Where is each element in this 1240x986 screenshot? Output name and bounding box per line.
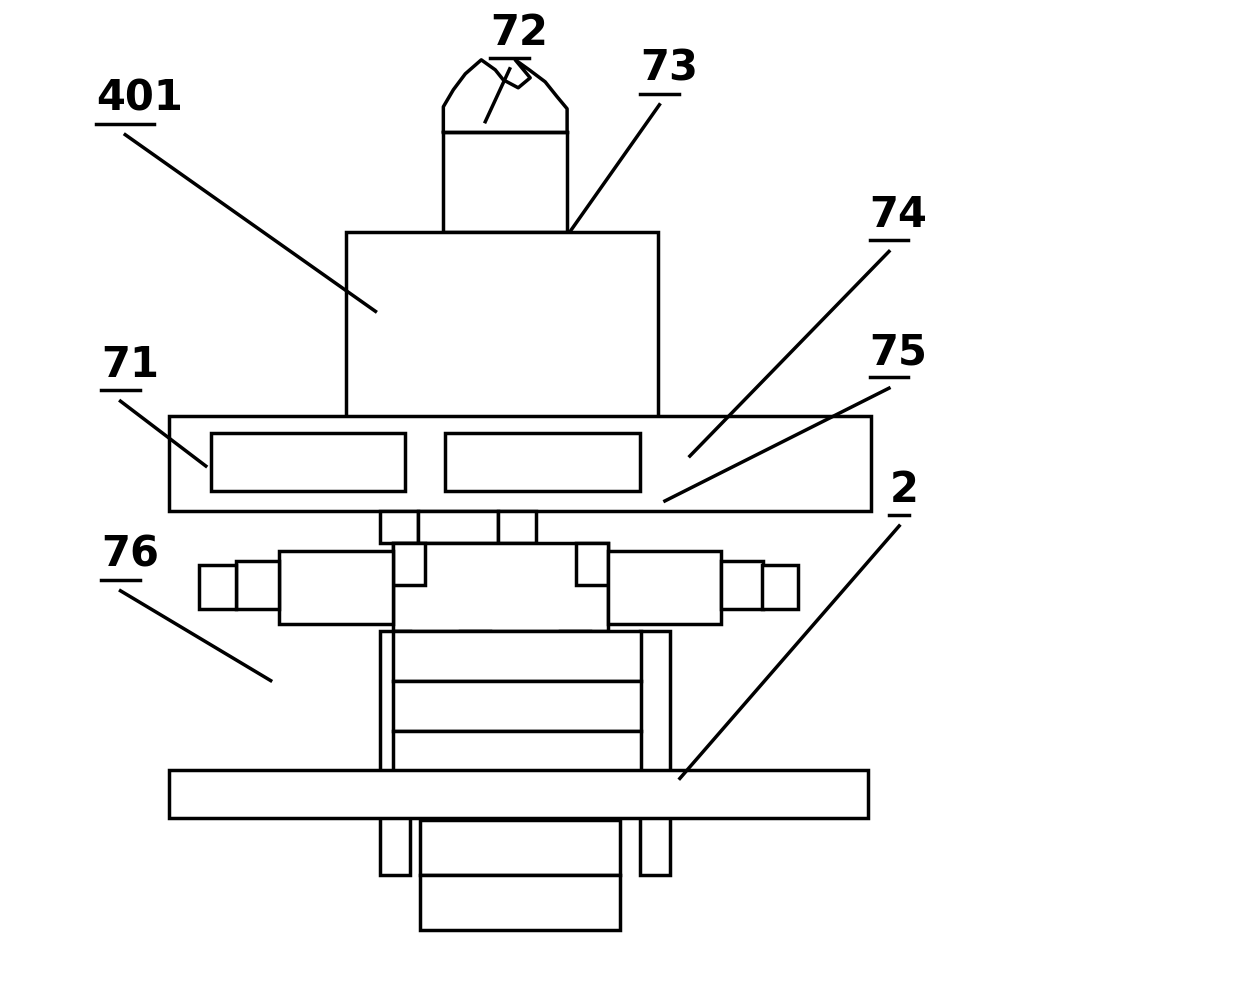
Bar	[393, 731, 641, 778]
Text: 72: 72	[490, 12, 548, 54]
Bar	[420, 820, 620, 876]
Bar	[211, 433, 405, 491]
Bar	[608, 551, 720, 624]
Bar	[420, 876, 620, 930]
Bar	[445, 433, 640, 491]
Bar	[381, 511, 418, 543]
Bar	[393, 543, 425, 585]
Bar	[560, 631, 590, 876]
Bar	[761, 565, 797, 608]
Bar	[498, 511, 536, 543]
Bar	[381, 631, 410, 876]
Bar	[393, 543, 608, 631]
Bar	[279, 551, 393, 624]
Text: 2: 2	[889, 469, 919, 511]
Bar	[720, 561, 763, 608]
Bar	[444, 132, 567, 232]
Bar	[393, 631, 641, 680]
Text: 75: 75	[869, 331, 928, 374]
Bar	[346, 232, 658, 431]
Bar	[169, 770, 868, 818]
Text: 76: 76	[100, 533, 159, 576]
Bar	[418, 511, 498, 543]
Bar	[198, 565, 236, 608]
Bar	[577, 543, 608, 585]
Text: 74: 74	[869, 194, 928, 237]
Bar	[393, 680, 641, 731]
Bar	[460, 631, 490, 876]
Bar	[169, 416, 872, 511]
Bar	[236, 561, 279, 608]
Text: 73: 73	[640, 47, 698, 90]
Text: 71: 71	[100, 344, 159, 387]
Text: 401: 401	[95, 78, 184, 119]
Bar	[640, 631, 670, 876]
